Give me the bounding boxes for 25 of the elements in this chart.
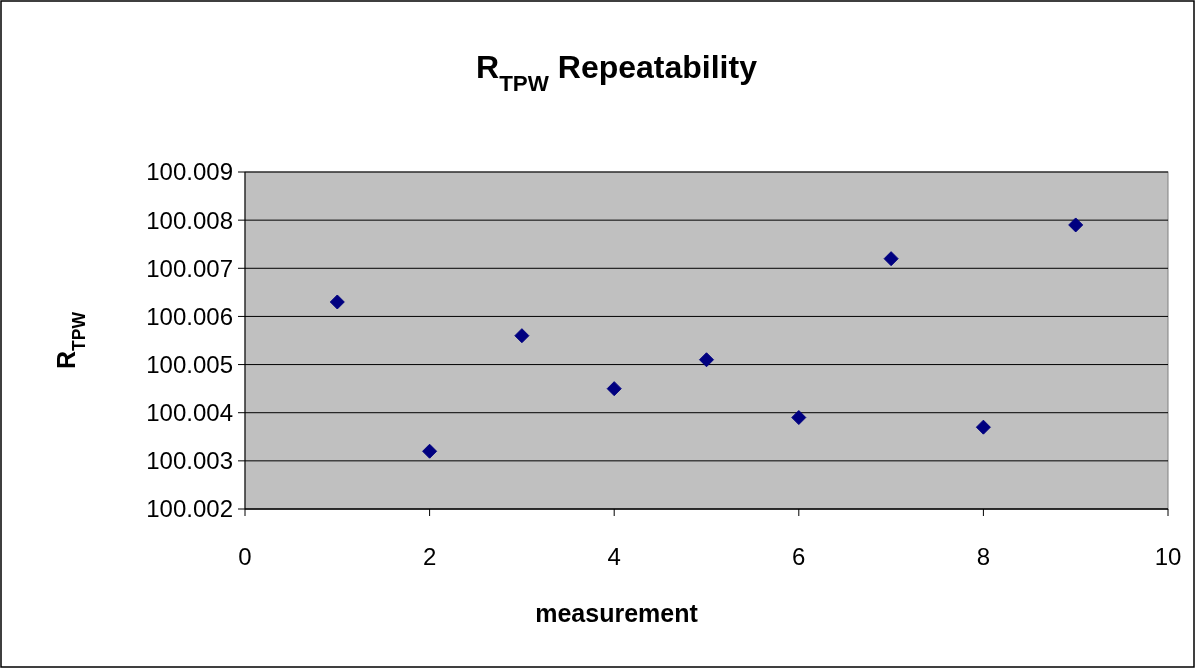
x-tick-label: 6: [792, 543, 806, 570]
y-tick-label: 100.008: [146, 206, 233, 234]
y-tick-label: 100.003: [146, 447, 233, 475]
y-tick-label: 100.002: [146, 495, 233, 523]
x-tick-label: 8: [976, 543, 991, 570]
x-tick-label: 4: [607, 543, 621, 570]
point: [883, 251, 899, 267]
y-tick-label: 100.004: [146, 399, 233, 427]
point: [1068, 217, 1084, 233]
x-tick-label: 0: [238, 543, 252, 570]
point: [699, 352, 714, 368]
point: [975, 419, 991, 435]
y-tick-label: 100.005: [146, 350, 233, 378]
chart-title: R$_{TPW}$ Repeatability: [476, 49, 758, 96]
point: [606, 381, 622, 397]
x-tick-label: 10: [1154, 543, 1182, 570]
point: [422, 443, 438, 459]
y-tick-label: 100.009: [146, 158, 233, 186]
point: [329, 294, 345, 310]
point: [791, 410, 807, 426]
x-axis-title: measurement: [535, 599, 699, 627]
point: [514, 328, 530, 344]
y-tick-label: 100.007: [146, 254, 233, 282]
x-tick-label: 2: [422, 543, 437, 570]
y-tick-label: 100.006: [146, 302, 233, 330]
